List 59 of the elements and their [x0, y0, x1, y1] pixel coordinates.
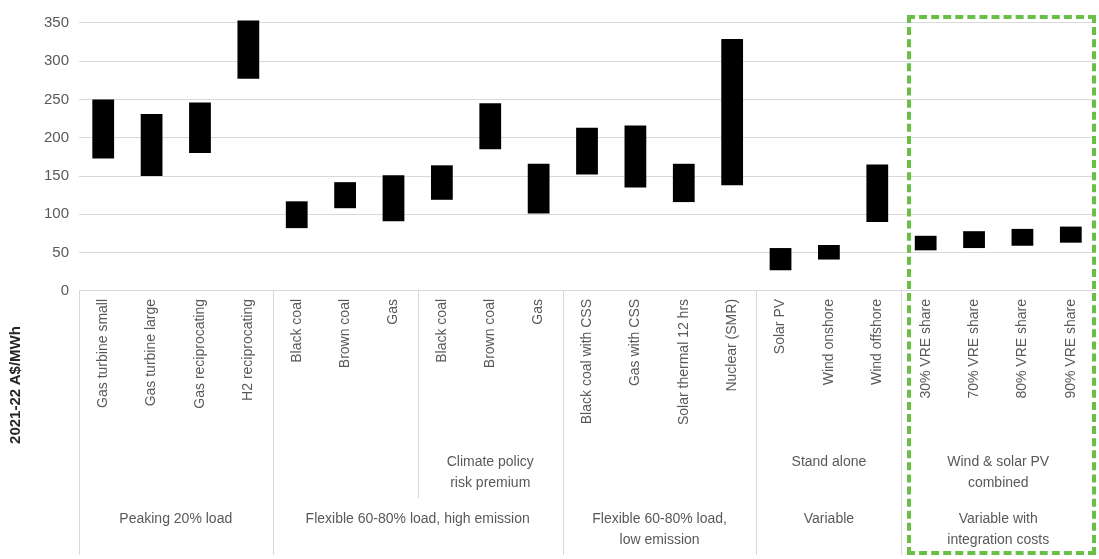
bar: [92, 99, 115, 159]
y-axis-title: 2021-22 A$/MWh: [6, 326, 24, 444]
y-tick-label: 50: [52, 242, 70, 260]
y-tick-label: 0: [60, 281, 70, 299]
bar: [285, 201, 308, 229]
bar: [769, 248, 792, 271]
bar: [140, 113, 163, 177]
x-tick-label: H2 reciprocating: [239, 298, 256, 401]
text: Flexible 60-80% load, high emission: [305, 509, 530, 526]
x-tick-label: Gas turbine large: [142, 298, 159, 407]
bar: [1059, 226, 1082, 243]
bar: [914, 235, 937, 251]
x-tick-label: Gas: [384, 298, 401, 325]
text: Peaking 20% load: [119, 509, 233, 526]
y-tick-label: 350: [44, 12, 70, 30]
bar: [382, 175, 405, 222]
x-tick-label: Brown coal: [481, 298, 498, 369]
x-tick-label: 90% VRE share: [1061, 298, 1078, 399]
x-tick-label: Black coal: [287, 298, 304, 363]
x-tick-label: Wind onshore: [819, 298, 836, 386]
bar: [189, 102, 211, 154]
bar: [672, 163, 695, 203]
x-tick-label: Gas: [529, 298, 546, 325]
bar: [479, 103, 502, 150]
y-tick-label: 300: [44, 51, 70, 69]
x-tick-label: Gas turbine small: [94, 298, 111, 408]
y-tick-label: 150: [44, 166, 70, 184]
text: Wind & solar PV combined: [947, 452, 1050, 490]
x-tick-label: Black coal with CSS: [577, 298, 594, 425]
x-tick-label: 80% VRE share: [1013, 298, 1030, 399]
bar: [576, 127, 598, 175]
x-tick-label: Solar PV: [771, 298, 788, 355]
text: Stand alone: [791, 452, 867, 469]
text: Variable: [803, 509, 855, 526]
bar: [237, 20, 260, 79]
x-tick-label: Brown coal: [335, 298, 352, 369]
bar: [527, 163, 550, 214]
y-tick-label: 250: [44, 89, 70, 107]
bar: [430, 165, 453, 200]
bar: [818, 244, 840, 260]
text: Flexible 60-80% load, low emission: [592, 509, 727, 547]
x-tick-label: Black coal: [432, 298, 449, 363]
text: Climate policy risk premium: [446, 452, 534, 490]
bar: [866, 164, 889, 222]
x-tick-label: Solar thermal 12 hrs: [674, 298, 691, 426]
x-tick-label: Nuclear (SMR): [723, 298, 740, 392]
x-tick-label: Gas reciprocating: [190, 298, 207, 409]
x-tick-label: 70% VRE share: [964, 298, 981, 399]
bar: [624, 125, 647, 188]
bar: [1011, 228, 1034, 246]
bar: [334, 182, 356, 209]
bar: [963, 231, 985, 249]
x-tick-label: Gas with CSS: [626, 298, 643, 387]
y-tick-label: 200: [44, 127, 70, 145]
text: Variable with integration costs: [947, 509, 1050, 547]
y-tick-label: 100: [44, 204, 70, 222]
x-tick-label: 30% VRE share: [916, 298, 933, 399]
bar: [721, 38, 744, 186]
x-tick-label: Wind offshore: [868, 298, 885, 386]
